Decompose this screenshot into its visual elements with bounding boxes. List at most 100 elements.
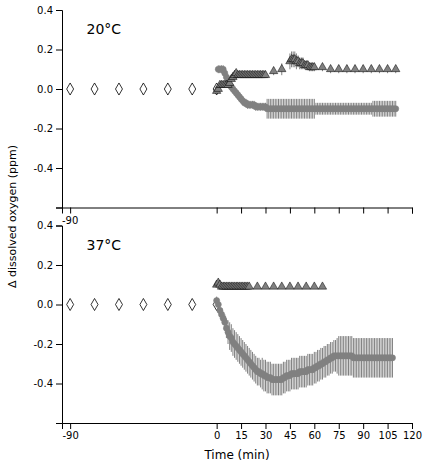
point bbox=[164, 298, 171, 310]
point bbox=[393, 106, 399, 112]
panel-title: 37°C bbox=[87, 237, 122, 253]
tick-mark bbox=[56, 129, 62, 130]
tick-mark bbox=[339, 423, 340, 429]
point bbox=[164, 83, 171, 95]
tick: -0.2 bbox=[33, 339, 62, 350]
tick-mark bbox=[314, 423, 315, 429]
tick-mark bbox=[314, 208, 315, 214]
point bbox=[269, 66, 277, 73]
tick: 60 bbox=[308, 423, 321, 441]
tick-mark bbox=[388, 208, 389, 214]
tick: 120 bbox=[403, 423, 422, 441]
tick-label: 120 bbox=[403, 430, 422, 441]
tick: 0 bbox=[214, 423, 220, 441]
tick bbox=[314, 208, 315, 214]
point bbox=[189, 83, 196, 95]
tick-label: 0 bbox=[214, 430, 220, 441]
tick bbox=[241, 208, 242, 214]
tick: 15 bbox=[235, 423, 248, 441]
panel-title: 20°C bbox=[87, 21, 122, 37]
axis-line bbox=[63, 208, 413, 214]
point bbox=[310, 282, 318, 289]
point bbox=[215, 301, 221, 307]
tick-mark bbox=[265, 208, 266, 214]
tick-label: 0.2 bbox=[37, 260, 53, 271]
tick bbox=[70, 208, 71, 214]
series bbox=[212, 51, 399, 93]
tick-mark bbox=[56, 384, 62, 385]
plot-area bbox=[67, 278, 396, 395]
tick-mark bbox=[265, 423, 266, 429]
tick-mark bbox=[363, 423, 364, 429]
point bbox=[222, 319, 228, 325]
point bbox=[383, 64, 391, 71]
tick-label: 45 bbox=[284, 430, 297, 441]
axis-line bbox=[63, 424, 413, 430]
tick: 0.2 bbox=[37, 44, 62, 55]
series bbox=[215, 65, 399, 118]
point bbox=[343, 64, 351, 71]
point bbox=[67, 298, 74, 310]
tick-mark bbox=[56, 305, 62, 306]
tick: 0.4 bbox=[37, 5, 62, 16]
tick-label: -0.4 bbox=[33, 378, 53, 389]
point bbox=[389, 355, 395, 361]
tick: 30 bbox=[260, 423, 273, 441]
tick-mark bbox=[56, 168, 62, 169]
point bbox=[278, 282, 286, 289]
tick-mark bbox=[217, 423, 218, 429]
x-axis-title: Time (min) bbox=[203, 448, 269, 462]
point bbox=[375, 64, 383, 71]
point bbox=[140, 298, 147, 310]
series bbox=[67, 298, 220, 310]
tick-label: 60 bbox=[308, 430, 321, 441]
y-axis: -0.4-0.20.00.20.4 bbox=[33, 220, 62, 423]
tick-label: 0.0 bbox=[37, 299, 53, 310]
point bbox=[245, 282, 253, 289]
tick bbox=[56, 208, 62, 209]
tick-label: 75 bbox=[333, 430, 346, 441]
tick: 0.0 bbox=[37, 299, 62, 310]
tick-mark bbox=[339, 208, 340, 214]
series bbox=[212, 278, 326, 289]
point bbox=[253, 282, 261, 289]
x-axis: -900153045607590105120 bbox=[62, 423, 422, 441]
tick-label: -0.4 bbox=[33, 163, 53, 174]
tick-mark bbox=[56, 226, 62, 227]
tick-mark bbox=[241, 423, 242, 429]
tick-mark bbox=[290, 208, 291, 214]
tick-mark bbox=[56, 50, 62, 51]
point bbox=[67, 83, 74, 95]
point bbox=[91, 83, 98, 95]
y-axis: -0.4-0.20.00.20.4 bbox=[33, 5, 62, 208]
panel: -0.4-0.20.00.20.420°C-90 bbox=[33, 5, 412, 226]
tick-mark bbox=[363, 208, 364, 214]
point bbox=[278, 64, 286, 71]
point bbox=[261, 70, 269, 77]
point bbox=[367, 64, 375, 71]
x-axis bbox=[63, 208, 413, 214]
point bbox=[261, 282, 269, 289]
tick: 105 bbox=[379, 423, 398, 441]
tick bbox=[290, 208, 291, 214]
tick-mark bbox=[70, 423, 71, 429]
tick-mark bbox=[388, 423, 389, 429]
tick-label: 0.4 bbox=[37, 5, 53, 16]
point bbox=[189, 298, 196, 310]
tick-mark bbox=[217, 208, 218, 214]
point bbox=[294, 282, 302, 289]
tick: -0.4 bbox=[33, 378, 62, 389]
tick bbox=[217, 208, 218, 214]
tick-label: -0.2 bbox=[33, 339, 53, 350]
chart: -0.4-0.20.00.20.420°C-90Δ dissolved oxyg… bbox=[0, 0, 426, 467]
tick-mark bbox=[56, 265, 62, 266]
tick-mark bbox=[412, 423, 413, 429]
point bbox=[91, 298, 98, 310]
point bbox=[318, 282, 326, 289]
point bbox=[140, 83, 147, 95]
point bbox=[302, 282, 310, 289]
tick: 45 bbox=[284, 423, 297, 441]
tick-label: 15 bbox=[235, 430, 248, 441]
tick-mark bbox=[241, 208, 242, 214]
series bbox=[214, 297, 396, 396]
